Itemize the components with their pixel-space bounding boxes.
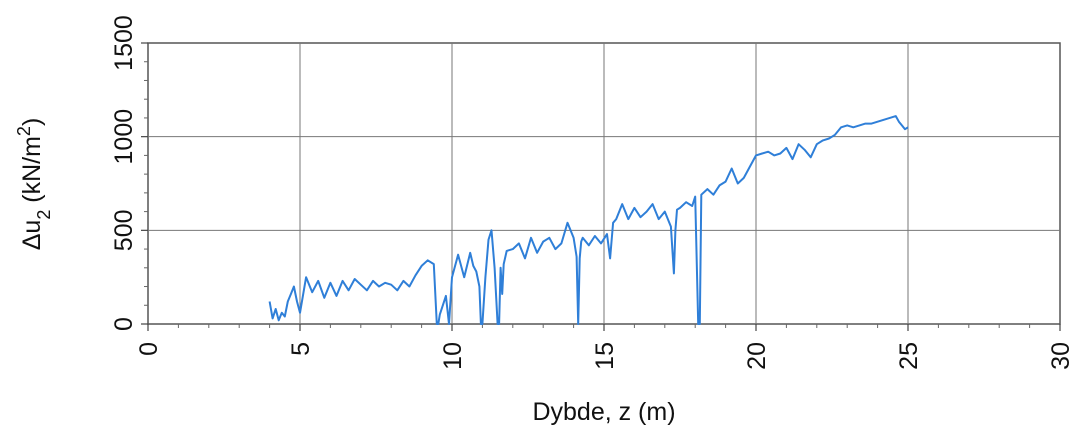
x-tick-label: 15 [591, 342, 619, 370]
y-axis-title-prefix: Δu [18, 220, 46, 251]
axes [141, 42, 1061, 331]
x-tick-label: 25 [895, 342, 923, 370]
y-tick-label: 1000 [110, 109, 138, 165]
y-tick-labels: 0 500 1000 1500 [110, 15, 138, 331]
y-axis-title: Δu2 (kN/m2) [14, 118, 54, 251]
y-axis-title-subscript: 2 [34, 210, 54, 220]
x-tick-label: 20 [743, 342, 771, 370]
y-tick-label: 0 [110, 317, 138, 331]
x-tick-label: 10 [439, 342, 467, 370]
y-axis-title-unit: (kN/m [18, 136, 46, 210]
y-tick-label: 1500 [110, 15, 138, 71]
y-axis-title-unit-close: ) [18, 118, 46, 126]
x-tick-labels: 0 5 10 15 20 25 30 [135, 342, 1075, 370]
x-axis-title: Dybde, z (m) [532, 398, 675, 426]
series-line [268, 115, 909, 325]
series-group [268, 115, 909, 325]
y-axis-title-superscript: 2 [14, 126, 34, 136]
x-tick-label: 0 [135, 342, 163, 356]
y-tick-label: 500 [110, 209, 138, 251]
x-tick-label: 5 [287, 342, 315, 356]
x-tick-label: 30 [1047, 342, 1075, 370]
